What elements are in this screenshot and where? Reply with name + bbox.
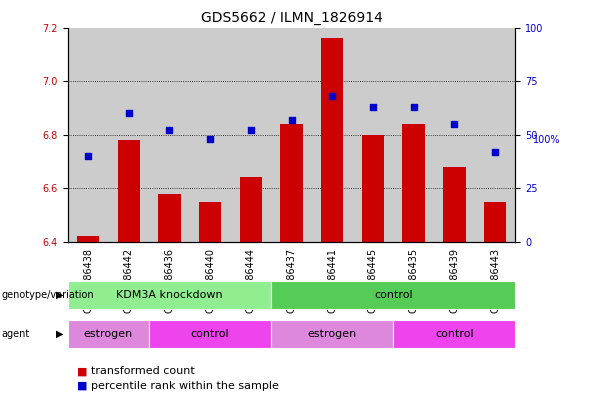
Bar [312,28,353,242]
Bar [158,193,181,242]
Bar [484,202,506,242]
Text: control: control [191,329,230,339]
Point [246,127,256,134]
Bar [443,167,465,242]
Point [449,121,459,127]
Point [165,127,174,134]
Text: genotype/variation: genotype/variation [1,290,94,300]
Text: ▶: ▶ [56,290,64,300]
Bar [77,236,100,242]
Point [327,93,337,99]
Bar [321,38,343,242]
Bar [280,124,303,242]
Bar [190,28,230,242]
Title: GDS5662 / ILMN_1826914: GDS5662 / ILMN_1826914 [201,11,382,25]
Text: agent: agent [1,329,29,339]
Point [84,153,93,159]
Text: transformed count: transformed count [91,366,195,376]
Bar [434,28,475,242]
Text: control: control [374,290,413,300]
Point [490,149,499,155]
Bar [108,28,149,242]
Bar [393,28,434,242]
Text: ▶: ▶ [56,329,64,339]
Point [368,104,378,110]
Text: estrogen: estrogen [84,329,133,339]
Text: KDM3A knockdown: KDM3A knockdown [116,290,223,300]
Point [124,110,134,116]
Text: percentile rank within the sample: percentile rank within the sample [91,381,279,391]
Bar [475,28,515,242]
Bar [68,28,108,242]
Bar [362,134,384,242]
Text: control: control [435,329,474,339]
Point [206,136,215,142]
Text: ■: ■ [77,381,87,391]
Bar [240,178,262,242]
Text: ■: ■ [77,366,87,376]
Bar [230,28,271,242]
Point [287,116,296,123]
Bar [402,124,425,242]
Text: estrogen: estrogen [307,329,357,339]
Y-axis label: 100%: 100% [532,134,560,145]
Bar [271,28,312,242]
Bar [118,140,140,242]
Bar [353,28,393,242]
Bar [149,28,190,242]
Bar [199,202,221,242]
Point [409,104,418,110]
